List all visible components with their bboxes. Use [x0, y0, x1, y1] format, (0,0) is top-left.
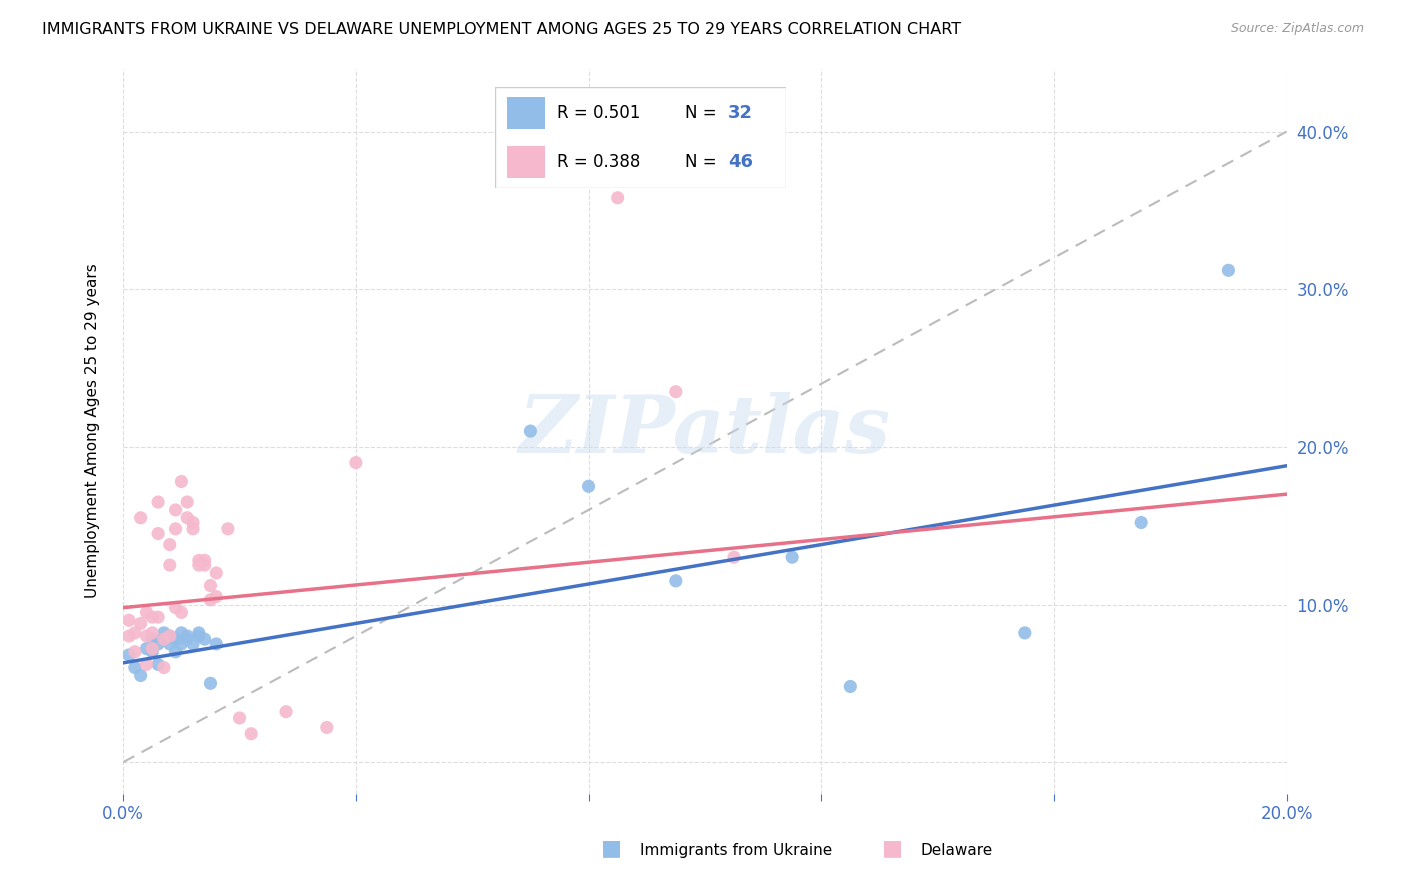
Point — [315, 721, 337, 735]
Point — [146, 657, 169, 672]
Point — [274, 705, 297, 719]
Point — [118, 629, 141, 643]
Point — [176, 629, 198, 643]
Point — [129, 510, 152, 524]
Point — [170, 475, 193, 489]
Point — [839, 680, 862, 694]
Point — [176, 632, 198, 647]
Point — [606, 191, 628, 205]
Text: Immigrants from Ukraine: Immigrants from Ukraine — [640, 843, 832, 858]
Point — [135, 629, 157, 643]
Point — [181, 522, 204, 536]
Point — [135, 606, 157, 620]
Point — [146, 610, 169, 624]
Text: IMMIGRANTS FROM UKRAINE VS DELAWARE UNEMPLOYMENT AMONG AGES 25 TO 29 YEARS CORRE: IMMIGRANTS FROM UKRAINE VS DELAWARE UNEM… — [42, 22, 962, 37]
Point — [578, 479, 600, 493]
Point — [165, 503, 187, 517]
Point — [146, 495, 169, 509]
Point — [159, 558, 181, 573]
Point — [153, 626, 176, 640]
Point — [205, 637, 228, 651]
Point — [205, 566, 228, 580]
Point — [118, 613, 141, 627]
Point — [194, 632, 217, 647]
Point — [146, 526, 169, 541]
Point — [141, 626, 163, 640]
Point — [228, 711, 250, 725]
Point — [665, 384, 688, 399]
Point — [165, 522, 187, 536]
Point — [176, 495, 198, 509]
Point — [153, 632, 176, 647]
Point — [200, 578, 222, 592]
Point — [159, 629, 181, 643]
Point — [1218, 263, 1240, 277]
Point — [176, 510, 198, 524]
Point — [124, 660, 146, 674]
Point — [159, 637, 181, 651]
Point — [146, 637, 169, 651]
Point — [1130, 516, 1153, 530]
Point — [141, 610, 163, 624]
Point — [165, 632, 187, 647]
Point — [153, 660, 176, 674]
Point — [165, 645, 187, 659]
Point — [187, 558, 209, 573]
Text: ZIPatlas: ZIPatlas — [519, 392, 891, 470]
Y-axis label: Unemployment Among Ages 25 to 29 years: Unemployment Among Ages 25 to 29 years — [86, 264, 100, 599]
Point — [665, 574, 688, 588]
Point — [159, 538, 181, 552]
Point — [118, 648, 141, 662]
Text: Delaware: Delaware — [921, 843, 993, 858]
Point — [780, 550, 803, 565]
Point — [170, 626, 193, 640]
Point — [205, 590, 228, 604]
Point — [159, 629, 181, 643]
Point — [129, 668, 152, 682]
Point — [141, 641, 163, 656]
Point — [344, 456, 367, 470]
Point — [187, 553, 209, 567]
Point — [194, 553, 217, 567]
Point — [200, 676, 222, 690]
Point — [519, 424, 541, 438]
Point — [135, 657, 157, 672]
Text: Source: ZipAtlas.com: Source: ZipAtlas.com — [1230, 22, 1364, 36]
Point — [153, 632, 176, 647]
Point — [141, 632, 163, 647]
Point — [170, 606, 193, 620]
Point — [135, 641, 157, 656]
Point — [181, 516, 204, 530]
Point — [129, 616, 152, 631]
Point — [240, 727, 263, 741]
Point — [194, 558, 217, 573]
Point — [124, 626, 146, 640]
Point — [723, 550, 745, 565]
Point — [187, 629, 209, 643]
Point — [217, 522, 239, 536]
Text: ■: ■ — [602, 838, 621, 858]
Point — [1014, 626, 1036, 640]
Point — [187, 626, 209, 640]
Point — [200, 592, 222, 607]
Point — [165, 600, 187, 615]
Point — [124, 645, 146, 659]
Text: ■: ■ — [883, 838, 903, 858]
Point — [141, 645, 163, 659]
Point — [170, 637, 193, 651]
Point — [181, 637, 204, 651]
